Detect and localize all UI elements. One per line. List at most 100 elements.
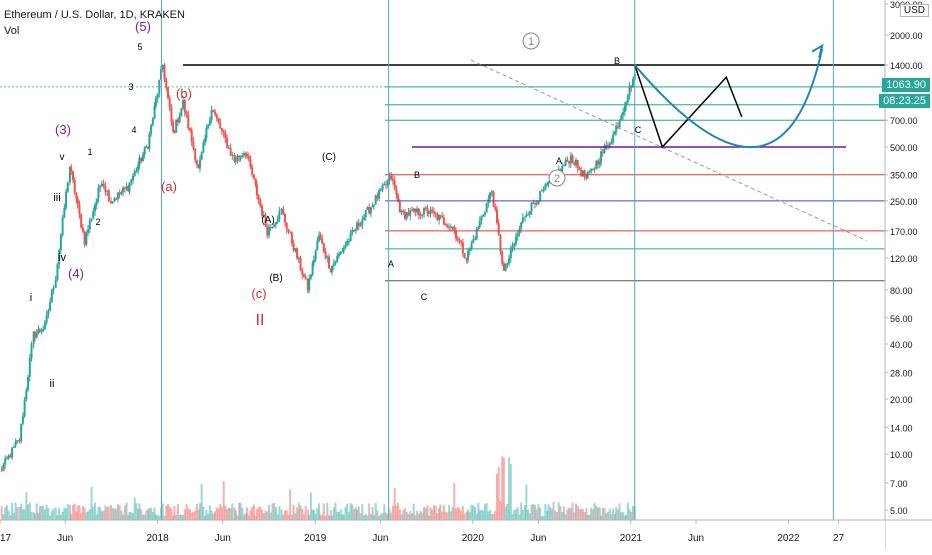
candle-body [472,239,475,244]
volume-bar [482,510,485,520]
volume-bar [405,512,408,520]
volume-bar [207,513,210,520]
candle-body [192,141,195,149]
candle-body [544,184,547,191]
candle-body [478,220,481,228]
candle-body [514,236,517,244]
candle-body [562,165,565,167]
candle-body [107,190,110,202]
wave-label-wv: v [60,152,65,163]
volume-bar [379,514,382,520]
price-tick-label: 2000.00 [890,31,923,41]
time-tick-label: 27 [833,533,845,544]
volume-bar [356,509,359,520]
volume-bar [409,511,412,520]
volume-bar [578,509,581,520]
candle-body [508,258,511,264]
volume-bar [154,514,157,520]
volume-bar [511,514,514,520]
wave-circled-2-label-circle [548,169,566,187]
wave-label-C2: C [421,292,428,302]
volume-bar [210,510,213,520]
candle-body [366,207,369,210]
candle-body [591,168,594,170]
volume-bar [249,510,252,520]
candle-body [87,229,90,233]
candle-body [140,157,143,162]
volume-bar [97,506,100,520]
candle-body [613,131,616,135]
candle-body [254,178,257,185]
wave-label-big2: II [256,312,265,329]
volume-bar [586,514,589,520]
volume-bar [458,508,461,520]
candle-body [497,222,500,235]
candle-body [195,160,198,165]
price-tick-label: 170.00 [890,227,918,237]
volume-bar [472,505,475,520]
wave-label-wii: ii [50,378,55,390]
candle-body [109,201,112,203]
volume-bar [319,514,322,520]
volume-bar [321,514,324,520]
candle-body [125,186,128,189]
candle-body [463,253,466,259]
candle-body [30,344,33,359]
volume-bar [302,514,305,520]
candle-body [175,119,178,133]
volume-bar [514,509,517,520]
volume-bar [173,505,176,520]
volume-bar [287,514,290,520]
volume-bar [49,515,52,520]
volume-bar [326,502,329,520]
volume-bar [222,481,225,520]
volume-bar [369,513,372,520]
volume-bar [217,508,220,520]
wave-label-wiv: iv [58,252,66,264]
candle-body [135,170,138,172]
volume-bar [195,504,198,520]
candle-body [43,322,46,330]
volume-bar [87,511,90,520]
candle-body [150,124,153,134]
candle-body [47,310,50,315]
candle-body [12,446,15,448]
volume-bar [308,514,311,520]
volume-bar [363,515,366,520]
candle-body [427,213,430,215]
volume-bar [204,515,207,520]
volume-bar [546,510,549,520]
volume-bar [176,504,179,520]
volume-bar [88,509,91,520]
candle-body [97,187,100,199]
volume-bar [438,508,441,520]
currency-button[interactable]: USD [899,4,929,17]
projection-abc-path [634,64,743,149]
wave-label-s5: 5 [137,42,142,52]
volume-bar [109,505,112,520]
candle-body [138,157,141,166]
volume-bar [421,512,424,520]
volume-bar [366,515,369,520]
volume-bar [612,508,615,520]
candle-body [610,142,613,145]
candle-body [494,206,497,210]
volume-bar [400,514,403,520]
volume-bar [504,506,507,520]
volume-bar [9,515,12,520]
volume-bar [581,509,584,520]
candle-body [438,215,441,220]
time-tick-label: Jun [530,533,546,544]
volume-bar [342,514,345,520]
volume-bar [506,503,509,520]
volume-bar [128,511,131,520]
volume-bar [316,508,319,520]
volume-bar [603,508,606,520]
volume-bar [241,507,244,520]
volume-bar [386,514,389,520]
volume-bar [351,504,354,520]
volume-bar [588,514,591,520]
volume-bar [518,514,521,520]
candle-body [182,100,185,109]
